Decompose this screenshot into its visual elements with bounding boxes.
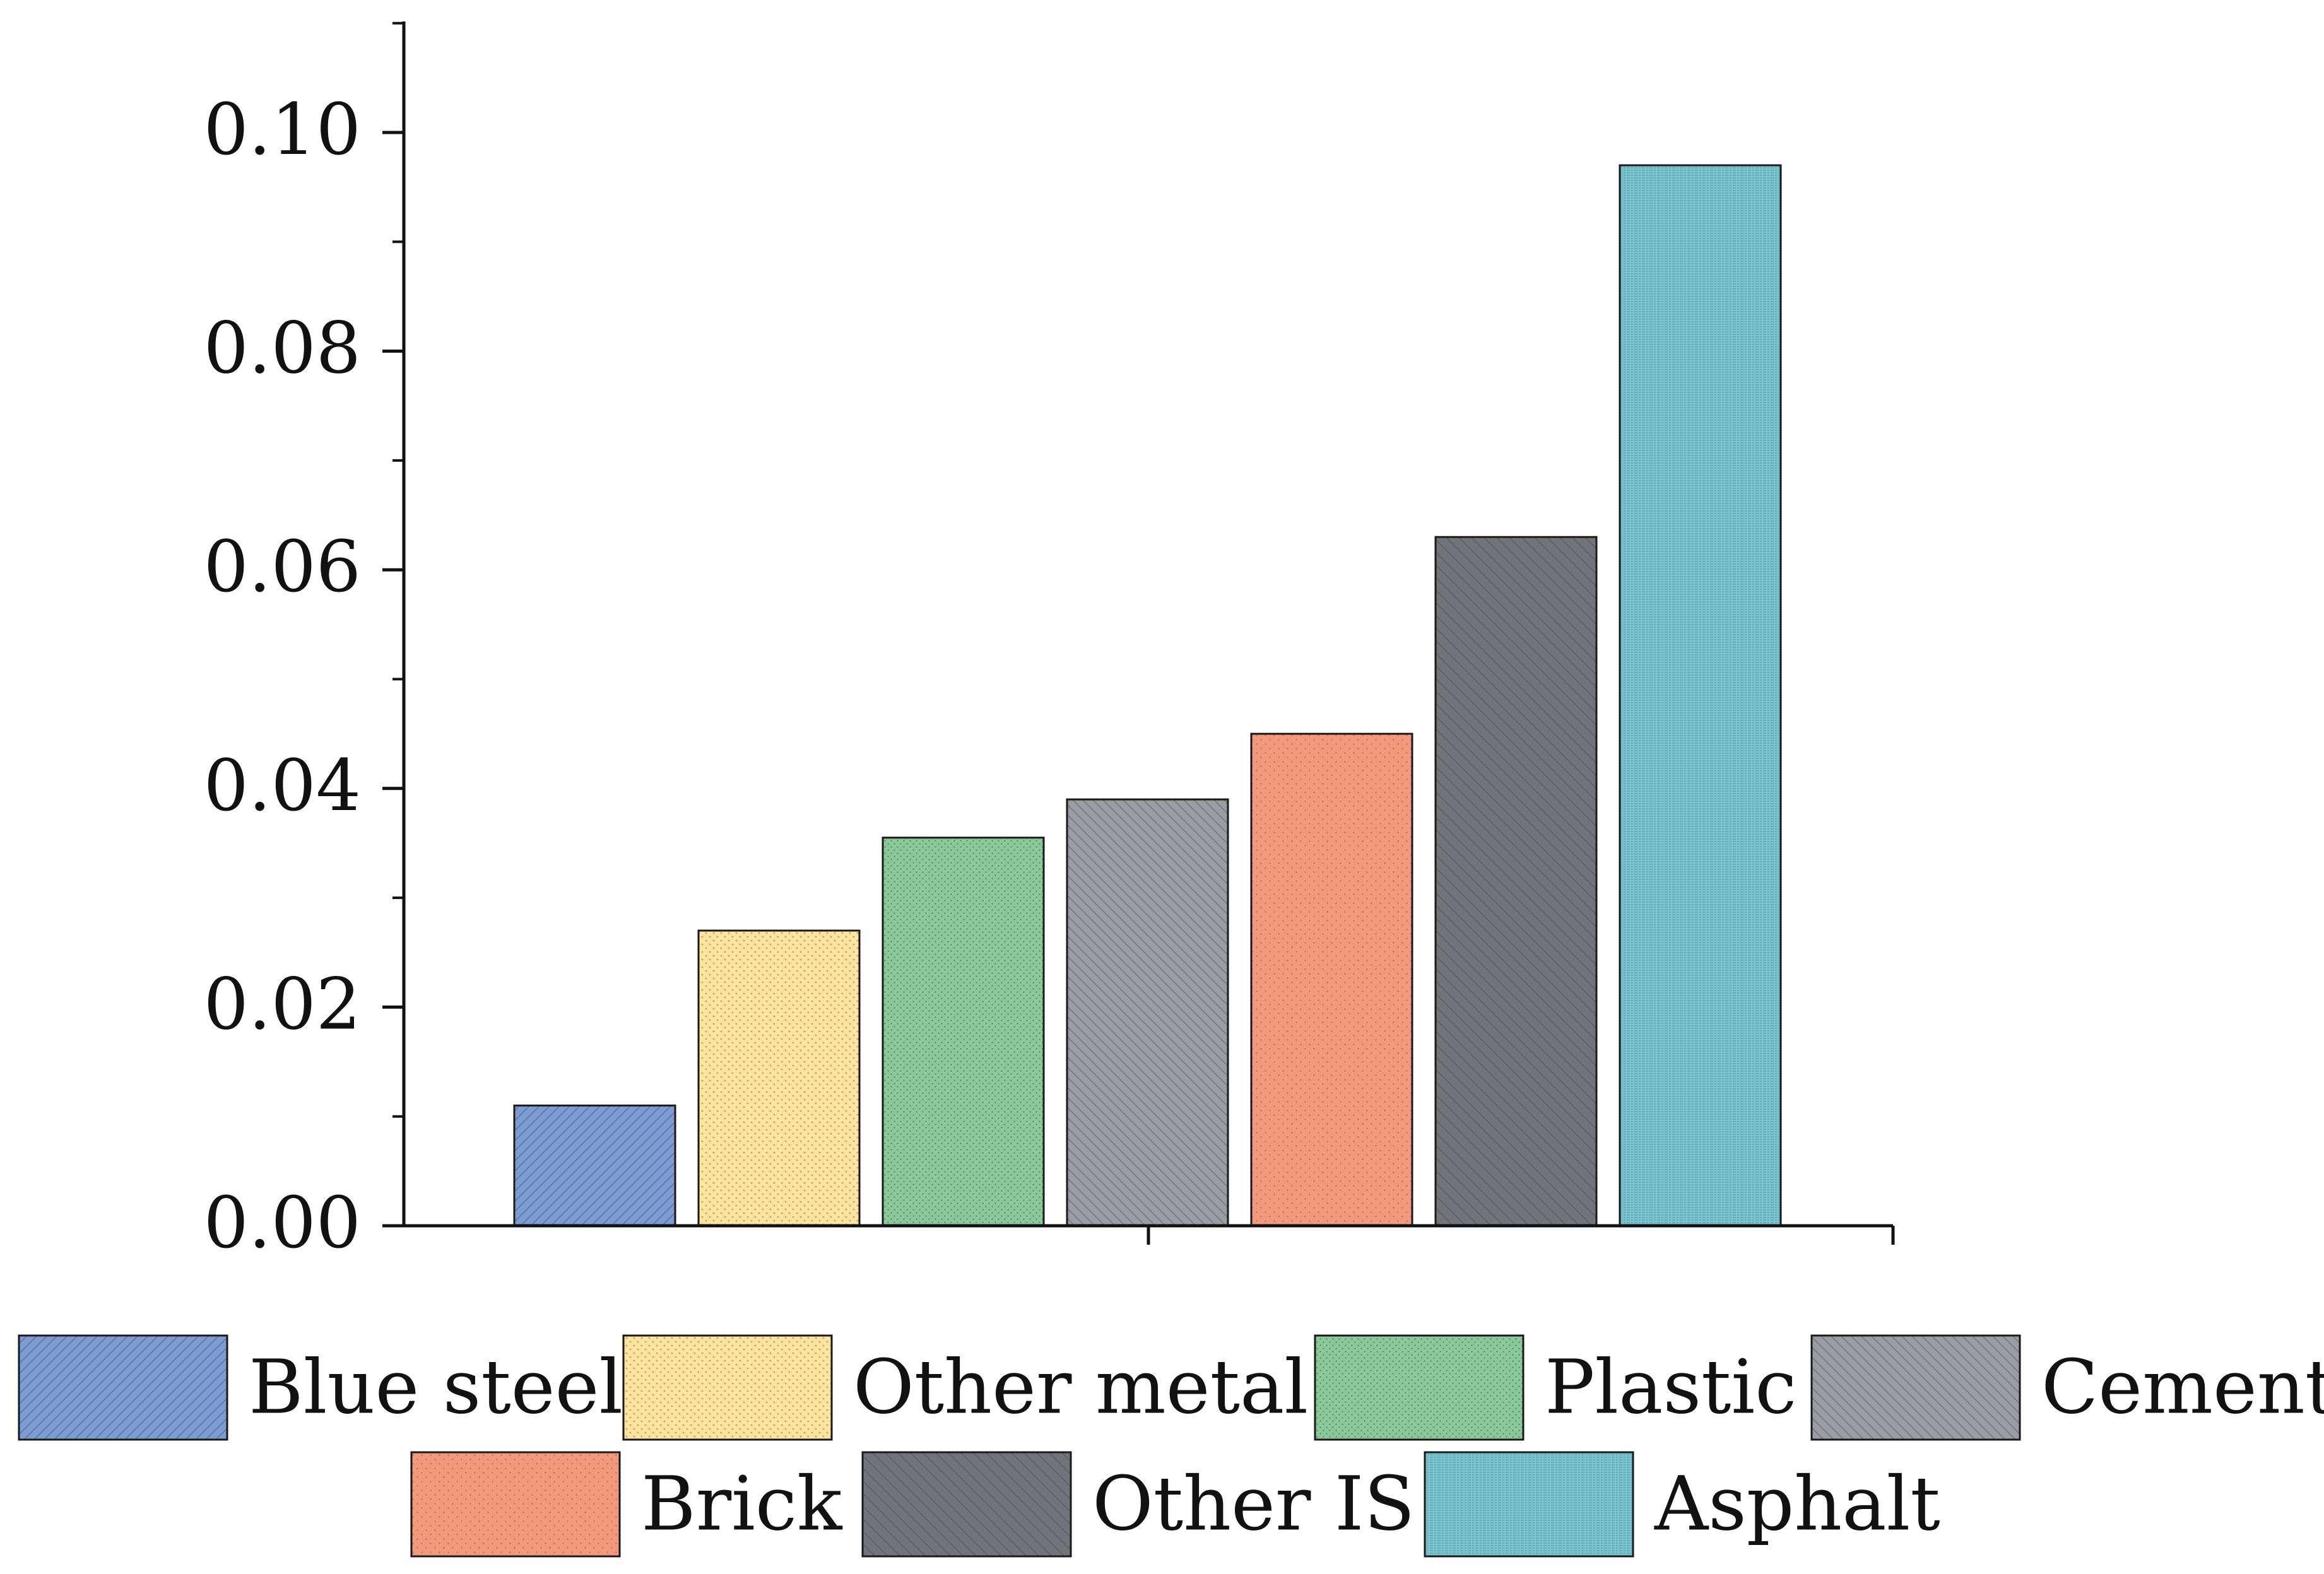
bar-plastic: [882, 837, 1045, 1227]
legend-item-asphalt: Asphalt: [1424, 1451, 1940, 1558]
legend-label: Brick: [641, 1460, 843, 1548]
legend-swatch: [1424, 1451, 1634, 1558]
legend-item-cement: Cement: [1810, 1334, 2324, 1441]
axes: 0.00 0.02 0.04 0.06 0.08 0.10: [204, 21, 1895, 1264]
bar-other-metal: [697, 929, 861, 1227]
legend-swatch: [622, 1334, 833, 1441]
legend-label: Cement: [2041, 1344, 2324, 1431]
legend-label: Asphalt: [1654, 1460, 1940, 1548]
legend-swatch: [18, 1334, 228, 1441]
y-tick-label: 0.08: [204, 308, 361, 390]
bar-asphalt: [1619, 164, 1782, 1227]
legend-item-other-is: Other IS: [861, 1451, 1415, 1558]
legend-label: Other metal: [853, 1344, 1308, 1431]
legend-item-other-metal: Other metal: [622, 1334, 1308, 1441]
legend-label: Blue steel: [249, 1344, 623, 1431]
bar-blue-steel: [513, 1104, 676, 1227]
bar-cement: [1066, 798, 1229, 1227]
legend-item-brick: Brick: [410, 1451, 843, 1558]
bar-other-is: [1434, 536, 1598, 1227]
legend: Blue steel Other metal Plastic Cement Brick O…: [18, 1334, 2324, 1558]
legend-label: Plastic: [1545, 1344, 1796, 1431]
legend-swatch: [410, 1451, 621, 1558]
y-tick-label: 0.00: [204, 1182, 361, 1264]
y-tick-label: 0.10: [204, 89, 361, 171]
bar-brick: [1250, 732, 1413, 1227]
legend-swatch: [1314, 1334, 1525, 1441]
y-tick-label: 0.04: [204, 745, 361, 827]
bars-layer: [513, 164, 1782, 1227]
legend-swatch: [1810, 1334, 2021, 1441]
legend-item-plastic: Plastic: [1314, 1334, 1796, 1441]
legend-swatch: [861, 1451, 1072, 1558]
y-tick-label: 0.06: [204, 526, 361, 608]
legend-label: Other IS: [1092, 1460, 1415, 1548]
legend-item-blue-steel: Blue steel: [18, 1334, 623, 1441]
y-tick-label: 0.02: [204, 963, 361, 1045]
